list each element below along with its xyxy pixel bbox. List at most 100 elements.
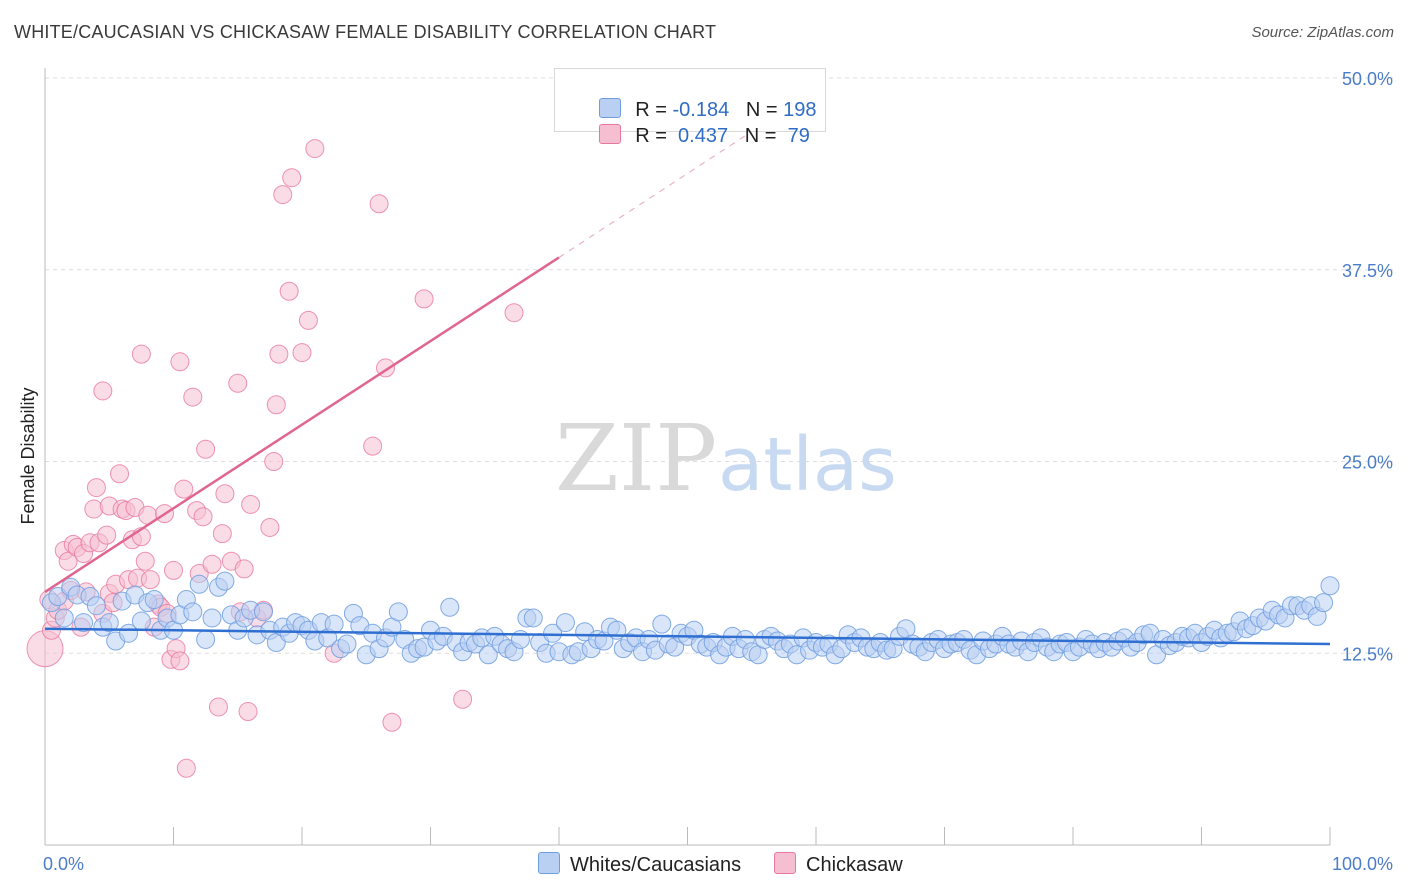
chickasaw-point [93, 381, 113, 401]
chickasaw-point [273, 185, 293, 205]
bottom-swatch-white [538, 852, 560, 874]
legend-r-label: R = [635, 99, 673, 121]
chickasaw-point [140, 570, 160, 590]
white-trend-line [44, 627, 1331, 646]
chickasaw-point [282, 168, 302, 188]
chickasaw-point [110, 464, 130, 484]
y-axis-label: Female Disability [18, 387, 38, 524]
chickasaw-point [241, 494, 261, 514]
chickasaw-point [196, 439, 216, 459]
legend-r-value: 0.437 [672, 125, 729, 147]
chickasaw-point [279, 281, 299, 301]
x-tick-label: 100.0% [1332, 854, 1393, 874]
chickasaw-point [298, 310, 318, 330]
chickasaw-point [212, 524, 232, 544]
legend-swatch-white [599, 98, 622, 118]
white-point [555, 613, 575, 633]
legend-r-value: -0.184 [672, 99, 730, 121]
axes [44, 68, 1331, 846]
chickasaw-point [453, 689, 473, 709]
chickasaw-point [193, 507, 213, 527]
chickasaw-point [176, 758, 196, 778]
chickasaw-point [266, 395, 286, 415]
white-point [48, 586, 68, 606]
chickasaw-point [228, 373, 248, 393]
bottom-legend-chickasaw-label: Chickasaw [806, 854, 903, 876]
white-point [202, 608, 222, 628]
chickasaw-point [97, 525, 117, 545]
chickasaw-points [26, 139, 524, 778]
white-point [1314, 593, 1334, 613]
chickasaw-point [264, 452, 284, 471]
chart-title: WHITE/CAUCASIAN VS CHICKASAW FEMALE DISA… [14, 22, 717, 42]
chickasaw-point [174, 479, 194, 499]
chickasaw-point [183, 387, 203, 407]
white-point [388, 602, 408, 622]
white-point [189, 574, 209, 594]
white-point [196, 629, 216, 649]
white-point [478, 645, 498, 665]
white-point [523, 608, 543, 628]
chickasaw-point [504, 303, 524, 323]
legend-n-value: 79 [782, 125, 810, 147]
x-tick-label: 0.0% [43, 854, 84, 874]
bottom-swatch-chickasaw [774, 852, 796, 874]
chickasaw-point [135, 551, 155, 571]
white-point [324, 614, 344, 634]
chickasaw-point [369, 194, 389, 214]
chickasaw-point [170, 651, 190, 671]
chickasaw-point [215, 484, 235, 504]
chickasaw-point [363, 436, 383, 456]
white-points [41, 571, 1340, 665]
white-point [86, 596, 106, 616]
white-point [543, 623, 563, 643]
y-tick-label: 25.0% [1342, 453, 1393, 473]
white-point [74, 613, 94, 633]
chickasaw-trend-line [44, 256, 560, 593]
white-point [54, 608, 74, 628]
chickasaw-point [292, 343, 312, 363]
white-point [1320, 576, 1340, 596]
chickasaw-point [164, 560, 183, 580]
legend-swatch-chickasaw [599, 124, 622, 144]
y-tick-label: 50.0% [1342, 69, 1393, 89]
white-point [215, 571, 235, 591]
chickasaw-point [234, 559, 254, 579]
chickasaw-point [208, 697, 228, 717]
y-tick-label: 12.5% [1342, 644, 1393, 664]
legend-row-white: R = -0.184 N = 198 [577, 75, 817, 121]
chickasaw-point [202, 554, 222, 574]
legend-r-label: R = [635, 125, 673, 147]
y-tick-label: 37.5% [1342, 261, 1393, 281]
chickasaw-point [131, 344, 151, 364]
chickasaw-point [382, 712, 402, 732]
white-point [144, 590, 164, 610]
white-point [652, 614, 672, 634]
white-point [183, 602, 203, 622]
legend-row-chickasaw: R = 0.437 N = 79 [577, 101, 810, 147]
white-point [99, 613, 119, 633]
white-point [440, 597, 460, 617]
white-point [337, 634, 357, 654]
bottom-legend-white: Whites/Caucasians [538, 852, 741, 877]
chickasaw-point [84, 499, 104, 519]
source-label: Source: ZipAtlas.com [1251, 24, 1394, 41]
legend-n-value: 198 [783, 99, 817, 121]
chickasaw-point [260, 517, 280, 537]
tick-labels: 12.5% 25.0% 37.5% 50.0% 0.0% 100.0% [43, 69, 1393, 874]
watermark-zip: ZIP [555, 405, 717, 512]
chickasaw-point [269, 344, 289, 364]
chickasaw-point [414, 289, 434, 309]
chickasaw-point [170, 352, 190, 372]
legend-n-label: N = [745, 99, 784, 121]
correlation-legend: R = -0.184 N = 198 R = 0.437 N = 79 [554, 68, 826, 147]
chickasaw-point [238, 702, 258, 722]
chickasaw-point [305, 139, 325, 159]
bottom-legend-white-label: Whites/Caucasians [570, 854, 742, 876]
chickasaw-point [86, 478, 106, 498]
white-point [131, 611, 151, 631]
legend-n-label: N = [744, 125, 783, 147]
white-point [253, 602, 273, 622]
watermark-atlas: atlas [718, 422, 897, 508]
